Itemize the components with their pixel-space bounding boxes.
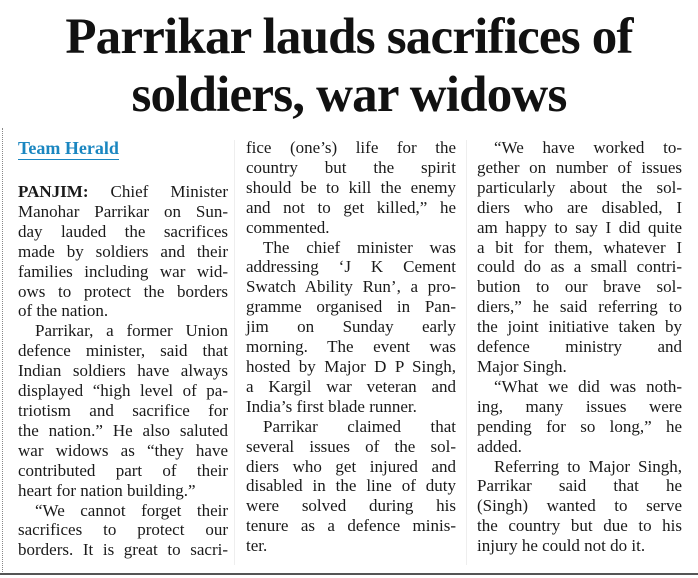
paragraph: PANJIM: Chief Minister Manohar Parrikar o… bbox=[18, 182, 228, 321]
text-line: tenure as a defence minis- bbox=[246, 516, 456, 536]
text-line: gramme organised in Pan- bbox=[246, 297, 456, 317]
left-dotted-rule bbox=[2, 128, 3, 574]
text-line: diers,” he said referring to bbox=[477, 297, 682, 317]
text-line: particularly about the sol- bbox=[477, 177, 682, 197]
paragraph: “We have worked to-gether on number of i… bbox=[477, 138, 682, 377]
text-line: fice (one’s) life for the bbox=[246, 138, 456, 157]
text-line: pending for so long,” he bbox=[477, 416, 682, 436]
text-line: gether on number of issues bbox=[477, 157, 682, 177]
text-line: borders. It is great to sacri- bbox=[18, 540, 228, 560]
text-line: ter. bbox=[246, 536, 268, 556]
paragraph: The chief minister was addressing ‘J K Ce… bbox=[246, 238, 456, 417]
text-line: sacrifices to protect our bbox=[18, 520, 228, 540]
text-line: morning. The event was bbox=[246, 337, 456, 357]
text-line: Swatch Ability Run’, a pro- bbox=[246, 277, 456, 297]
text-line: Parrikar, a former Union bbox=[35, 321, 228, 341]
text-line: a bit for them, whatever I bbox=[477, 237, 682, 257]
text-line: disabled in the line of duty bbox=[246, 476, 456, 496]
text-line: could do as a small contri- bbox=[477, 257, 682, 277]
text-line: contributed part of their bbox=[18, 460, 228, 480]
text-line: hosted by Major D P Singh, bbox=[246, 356, 456, 376]
column-divider bbox=[234, 140, 235, 565]
text-line: Major Singh. bbox=[477, 356, 567, 376]
text-line: and not to get killed,” he bbox=[246, 197, 456, 217]
article-column-1: Team Herald PANJIM: Chief Minister Manoha… bbox=[18, 138, 228, 560]
text-line: (Singh) wanted to serve bbox=[477, 496, 682, 516]
paragraph: Referring to Major Singh, Parrikar said t… bbox=[477, 457, 682, 557]
text-line: Parrikar claimed that bbox=[263, 416, 456, 436]
text-line: day lauded the sacrifices bbox=[18, 221, 228, 241]
paragraph: fice (one’s) life for the country but the… bbox=[246, 138, 456, 238]
text-line: should be to kill the enemy bbox=[246, 177, 456, 197]
text-line: Indian soldiers have always bbox=[18, 361, 228, 381]
text-line: triotism and sacrifice for bbox=[18, 400, 228, 420]
paragraph: “We cannot forget their sacrifices to pro… bbox=[18, 501, 228, 561]
article-column-3: “We have worked to-gether on number of i… bbox=[477, 138, 682, 556]
byline[interactable]: Team Herald bbox=[18, 138, 119, 160]
text-line: Parrikar said that he bbox=[477, 476, 682, 496]
text-line: addressing ‘J K Cement bbox=[246, 257, 456, 277]
headline-line-1: Parrikar lauds sacrifices of bbox=[65, 9, 633, 65]
text-line: defence ministry and bbox=[477, 337, 682, 357]
text-line: “We cannot forget their bbox=[35, 500, 228, 520]
text-line: heart for nation building.” bbox=[18, 480, 196, 500]
text-line: “What we did was noth- bbox=[494, 376, 682, 396]
text-line: The chief minister was bbox=[263, 237, 456, 257]
text-line: several issues of the sol- bbox=[246, 436, 456, 456]
column-divider bbox=[466, 140, 467, 565]
headline: Parrikar lauds sacrifices of soldiers, w… bbox=[0, 8, 698, 124]
text-line: am happy to say I did quite bbox=[477, 217, 682, 237]
headline-line-2: soldiers, war widows bbox=[131, 67, 567, 123]
text-line: a Kargil war veteran and bbox=[246, 376, 456, 396]
text-line-rest: Chief Minister bbox=[88, 182, 228, 201]
text-line: bution to our brave sol- bbox=[477, 277, 682, 297]
text-line: India’s first blade runner. bbox=[246, 396, 417, 416]
paragraph: Parrikar claimed that several issues of t… bbox=[246, 417, 456, 556]
text-line: Manohar Parrikar on Sun- bbox=[18, 201, 228, 221]
text-line: ing, many issues were bbox=[477, 396, 682, 416]
text-line: made by soldiers and their bbox=[18, 241, 228, 261]
dateline: PANJIM: bbox=[18, 182, 89, 201]
text-line: defence minister, said that bbox=[18, 341, 228, 361]
text-line: injury he could not do it. bbox=[477, 536, 646, 556]
text-line: ows to protect the borders bbox=[18, 281, 228, 301]
text-line: displayed “high level of pa- bbox=[18, 381, 228, 401]
text-line: “We have worked to- bbox=[494, 138, 682, 157]
text-line: war widows as “they have bbox=[18, 440, 228, 460]
paragraph: “What we did was noth-ing, many issues w… bbox=[477, 377, 682, 457]
text-line: commented. bbox=[246, 217, 330, 237]
text-line: the country but due to his bbox=[477, 516, 682, 536]
bottom-rule bbox=[0, 573, 698, 575]
text-line: of the nation. bbox=[18, 301, 109, 321]
text-line: diers who get injured and bbox=[246, 456, 456, 476]
text-line: country but the spirit bbox=[246, 157, 456, 177]
text-line: jim on Sunday early bbox=[246, 317, 456, 337]
text-line: diers who are disabled, I bbox=[477, 197, 682, 217]
text-line: added. bbox=[477, 436, 522, 456]
text-line: the nation.” He also saluted bbox=[18, 420, 228, 440]
paragraph: Parrikar, a former Union defence minister… bbox=[18, 321, 228, 500]
text-line: Referring to Major Singh, bbox=[494, 456, 682, 476]
text-line: the joint initiative taken by bbox=[477, 317, 682, 337]
text-line: were solved during his bbox=[246, 496, 456, 516]
article-column-2: fice (one’s) life for the country but the… bbox=[246, 138, 456, 556]
text-line: PANJIM: Chief Minister bbox=[18, 182, 228, 202]
text-line: families including war wid- bbox=[18, 261, 228, 281]
